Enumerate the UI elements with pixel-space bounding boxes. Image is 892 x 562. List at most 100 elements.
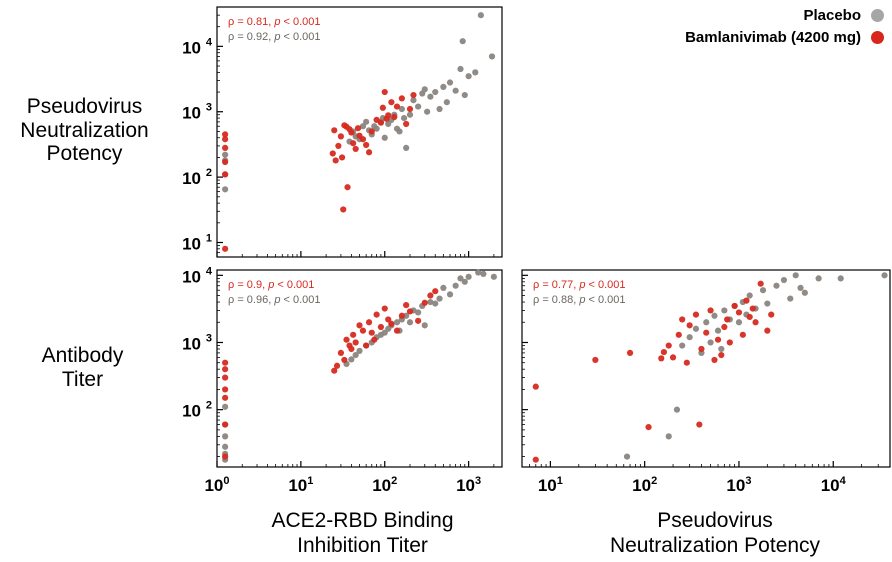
y-tick-label: 10 xyxy=(182,38,201,57)
data-point xyxy=(488,53,496,60)
data-point xyxy=(797,284,804,291)
data-point xyxy=(645,423,652,431)
correlation-annotation: ρ = 0.88, p < 0.001 xyxy=(533,294,626,306)
data-point xyxy=(352,351,359,359)
data-point xyxy=(837,275,844,282)
data-point xyxy=(703,329,710,336)
x-tick-label: 102 xyxy=(632,475,657,495)
data-point xyxy=(461,278,468,285)
data-point xyxy=(446,291,454,298)
y-tick-exponent: 2 xyxy=(206,400,212,412)
data-point xyxy=(686,334,693,341)
data-point xyxy=(459,38,466,45)
data-point xyxy=(721,323,728,331)
data-point xyxy=(457,65,464,73)
data-point xyxy=(675,331,682,338)
data-point xyxy=(773,282,780,289)
data-point xyxy=(331,367,338,374)
data-point xyxy=(465,73,472,80)
row-label-bottom-line-2: Titer xyxy=(61,367,104,391)
data-point xyxy=(344,184,351,191)
data-point xyxy=(683,359,690,366)
data-point xyxy=(669,354,677,361)
data-point xyxy=(371,336,378,343)
data-point xyxy=(718,345,725,353)
data-point xyxy=(359,327,367,334)
data-point xyxy=(780,276,788,284)
data-point xyxy=(393,319,401,326)
data-point xyxy=(679,342,686,349)
data-point xyxy=(406,105,414,113)
data-point xyxy=(391,113,398,121)
data-point xyxy=(787,295,794,302)
data-point xyxy=(335,142,342,150)
data-point xyxy=(792,272,799,279)
row-label-top-line-2: Neutralization xyxy=(20,118,149,142)
data-point xyxy=(815,275,822,282)
data-point xyxy=(490,273,497,280)
series-bamlanivimab xyxy=(222,88,417,252)
data-point xyxy=(764,327,771,334)
data-point xyxy=(373,311,380,318)
y-tick-label: 10 xyxy=(182,267,201,286)
x-axis-title-left-line-1: ACE2-RBD Binding xyxy=(271,509,454,532)
x-tick-label: 102 xyxy=(372,475,397,495)
panel-bottom-right: 101 102 103 104 ρ = 0.77, p < 0.001 ρ = 0.88,… xyxy=(521,269,891,495)
data-point xyxy=(427,292,434,299)
data-point xyxy=(373,125,380,132)
data-point xyxy=(532,383,539,390)
data-point xyxy=(746,313,753,321)
data-point xyxy=(222,359,229,366)
data-point xyxy=(337,349,344,356)
row-label-bottom: Antibody Titer xyxy=(0,344,165,391)
legend-label-placebo: Placebo xyxy=(803,7,861,24)
data-point xyxy=(626,349,634,356)
data-point xyxy=(477,12,484,19)
data-point xyxy=(341,356,348,364)
data-point xyxy=(673,406,681,413)
row-label-bottom-line-1: Antibody xyxy=(41,344,124,367)
legend: Placebo Bamlanivimab (4200 mg) xyxy=(685,5,884,49)
data-point xyxy=(222,433,229,440)
data-point xyxy=(398,312,405,319)
legend-marker-placebo xyxy=(871,8,884,22)
data-point xyxy=(440,284,447,291)
data-point xyxy=(222,394,229,401)
data-point xyxy=(363,118,370,125)
data-point xyxy=(379,104,386,111)
y-tick-exponent: 3 xyxy=(206,332,212,344)
data-point xyxy=(472,69,479,76)
data-point xyxy=(801,289,808,296)
correlation-annotation: ρ = 0.92, p < 0.001 xyxy=(228,31,321,43)
data-point xyxy=(222,171,229,178)
data-point xyxy=(665,433,672,440)
row-label-top-line-3: Potency xyxy=(46,142,123,166)
data-point xyxy=(406,308,414,315)
data-point xyxy=(696,421,703,428)
data-point xyxy=(692,311,700,318)
data-point xyxy=(443,99,450,106)
data-point xyxy=(337,133,344,140)
data-point xyxy=(432,288,439,295)
legend-item-placebo: Placebo xyxy=(685,5,884,27)
data-point xyxy=(415,309,422,316)
legend-label-bamlanivimab: Bamlanivimab (4200 mg) xyxy=(685,29,861,46)
data-point xyxy=(421,299,428,306)
panel-top-left: 10 1 10 2 10 3 10 4 ρ = 0.81, p < 0.001 ρ = 0.92,… xyxy=(182,6,503,258)
data-point xyxy=(333,362,341,369)
data-point xyxy=(452,87,459,94)
data-point xyxy=(415,317,422,324)
data-point xyxy=(222,158,229,166)
x-tick-label: 104 xyxy=(821,475,847,495)
y-tick-label: 10 xyxy=(182,104,201,123)
data-point xyxy=(222,403,229,410)
data-point xyxy=(343,336,350,343)
data-point xyxy=(660,348,668,356)
correlation-annotation: ρ = 0.9, p < 0.001 xyxy=(228,279,314,291)
legend-item-bamlanivimab: Bamlanivimab (4200 mg) xyxy=(685,27,884,49)
data-point xyxy=(406,111,414,118)
data-point xyxy=(398,105,405,113)
data-point xyxy=(752,319,759,326)
data-point xyxy=(421,86,428,93)
